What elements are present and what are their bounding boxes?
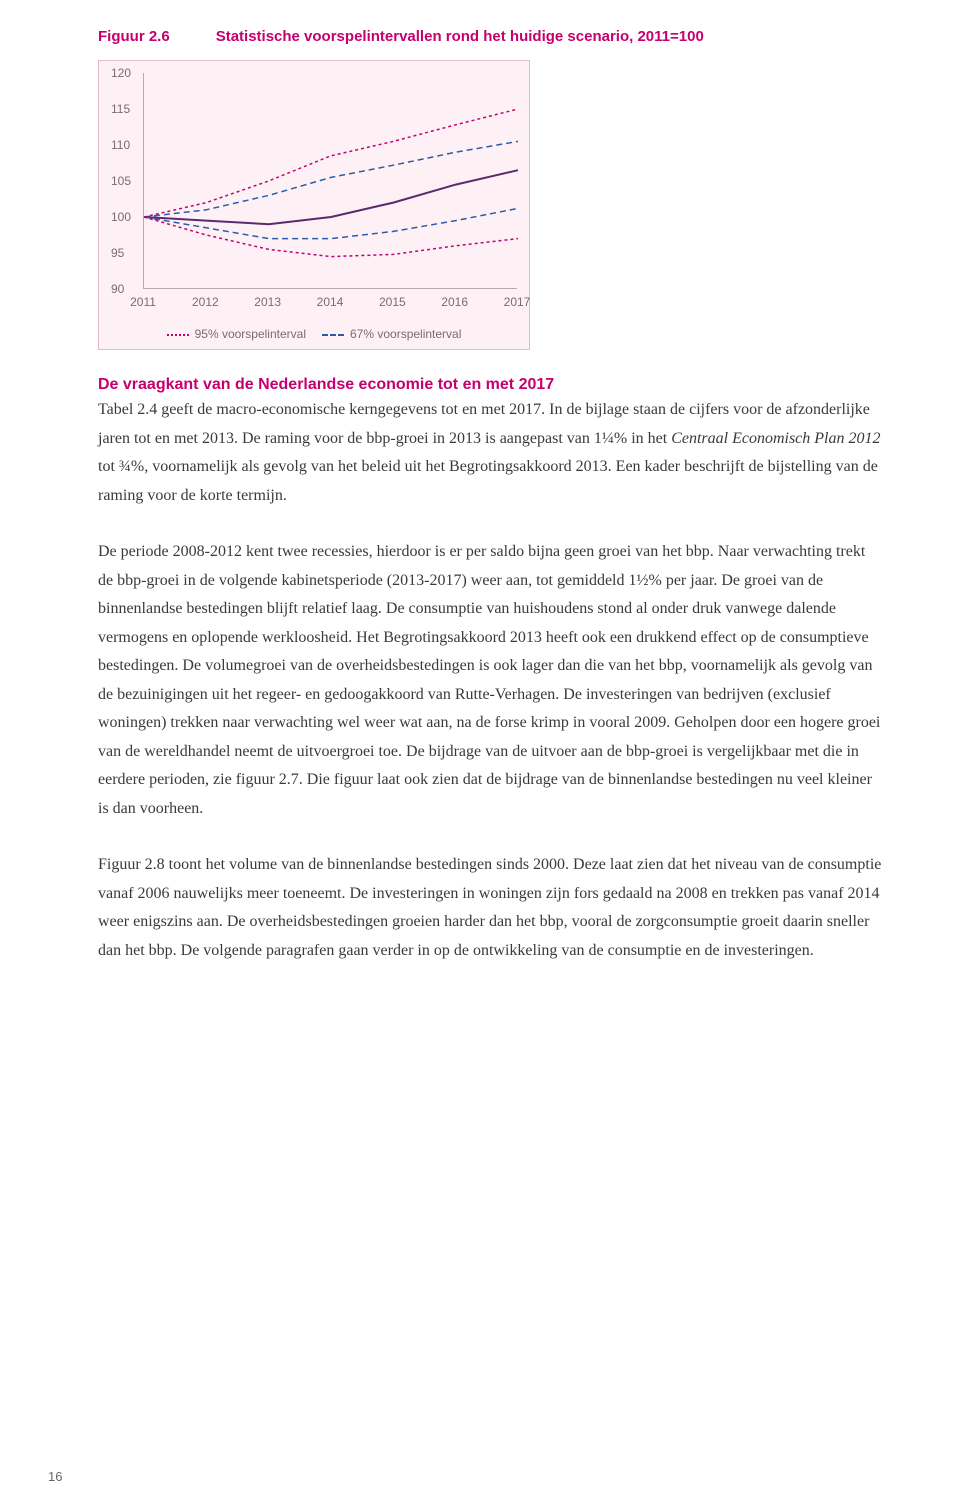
series-upper95 [144,109,518,217]
x-tick-label: 2012 [192,295,219,309]
y-tick-label: 90 [111,282,124,296]
legend-swatch [322,334,344,336]
paragraph-2: De periode 2008-2012 kent twee recessies… [98,538,884,823]
x-tick-label: 2016 [441,295,468,309]
chart-svg [144,73,518,289]
paragraph-3: Figuur 2.8 toont het volume van de binne… [98,851,884,965]
legend-item: 95% voorspelinterval [167,327,306,341]
prediction-interval-chart: 95% voorspelinterval 67% voorspelinterval… [98,60,530,350]
x-tick-label: 2014 [317,295,344,309]
y-tick-label: 110 [111,138,130,152]
series-central [144,170,518,224]
chart-legend: 95% voorspelinterval 67% voorspelinterval [99,327,529,341]
series-lower95 [144,217,518,257]
y-tick-label: 105 [111,174,131,188]
y-tick-label: 100 [111,210,131,224]
x-tick-label: 2017 [504,295,531,309]
figure-header: Figuur 2.6 Statistische voorspelinterval… [98,28,884,46]
legend-label: 95% voorspelinterval [195,327,306,341]
figure-label: Figuur 2.6 [98,28,170,45]
legend-label: 67% voorspelinterval [350,327,461,341]
legend-item: 67% voorspelinterval [322,327,461,341]
y-tick-label: 120 [111,66,131,80]
series-lower67 [144,208,518,238]
page-number: 16 [48,1469,62,1484]
figure-title: Statistische voorspelintervallen rond he… [216,28,704,45]
y-tick-label: 115 [111,102,130,116]
paragraph-1: Tabel 2.4 geeft de macro-economische ker… [98,396,884,510]
x-tick-label: 2011 [130,295,156,309]
x-tick-label: 2013 [254,295,281,309]
p1-part-b: tot ¾%, voornamelijk als gevolg van het … [98,458,878,504]
section-heading: De vraagkant van de Nederlandse economie… [98,376,884,394]
p1-italic: Centraal Economisch Plan 2012 [671,430,880,447]
y-tick-label: 95 [111,246,124,260]
chart-plot-area [143,73,517,289]
series-upper67 [144,141,518,217]
legend-swatch [167,334,189,336]
x-tick-label: 2015 [379,295,406,309]
